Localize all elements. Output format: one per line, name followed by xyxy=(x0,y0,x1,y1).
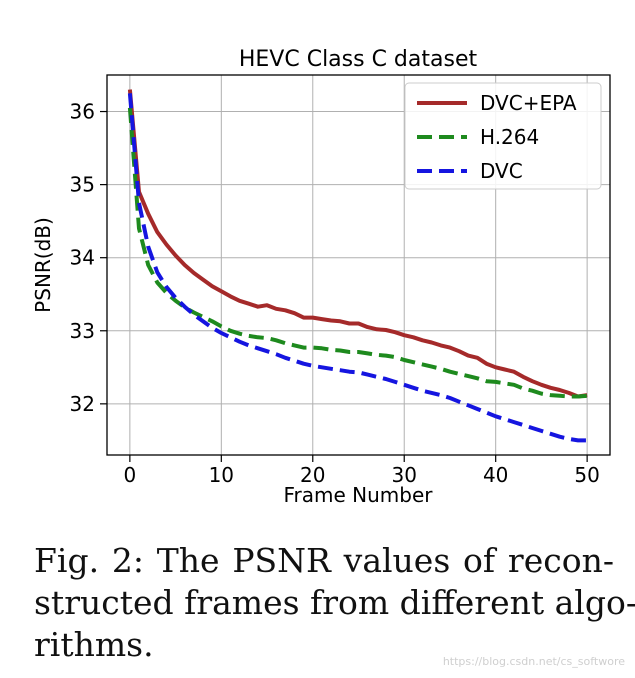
series-lines xyxy=(127,89,588,443)
x-axis-label: Frame Number xyxy=(283,483,433,507)
x-tick-label: 30 xyxy=(392,463,417,487)
watermark-url: https://blog.csdn.net/cs_softwore xyxy=(442,655,625,668)
y-tick-label: 35 xyxy=(70,173,95,197)
x-tick-label: 50 xyxy=(574,463,599,487)
legend-label-dvc: DVC xyxy=(480,159,523,183)
legend-label-h264: H.264 xyxy=(480,125,539,149)
plot-frame xyxy=(106,74,611,456)
legend-label-dvc-epa: DVC+EPA xyxy=(480,91,577,115)
chart-title: HEVC Class C dataset xyxy=(239,47,478,72)
legend-box xyxy=(404,82,602,190)
y-tick-label: 33 xyxy=(70,319,95,343)
caption-line-3: rithms. xyxy=(34,625,154,664)
figure-caption: Fig. 2: The PSNR values of recon- struct… xyxy=(34,540,635,666)
series-line-h264 xyxy=(127,107,588,399)
series-line-dvc xyxy=(127,93,588,443)
x-tick-label: 10 xyxy=(209,463,234,487)
axis-ticks: 0 10 20 30 40 50 32 33 34 35 36 xyxy=(70,100,600,487)
caption-line-1: Fig. 2: The PSNR values of recon- xyxy=(34,541,614,580)
y-tick-label: 32 xyxy=(70,392,95,416)
psnr-line-chart: HEVC Class C dataset 0 10 20 30 40 50 32 33 34 35… xyxy=(31,47,611,507)
x-tick-label: 40 xyxy=(483,463,508,487)
y-tick-label: 36 xyxy=(70,100,95,124)
legend: DVC+EPA H.264 DVC xyxy=(404,82,602,190)
y-tick-label: 34 xyxy=(70,246,95,270)
x-tick-label: 20 xyxy=(300,463,325,487)
y-axis-label: PSNR(dB) xyxy=(31,217,55,313)
x-tick-label: 0 xyxy=(123,463,136,487)
series-line-dvc-epa xyxy=(127,89,588,399)
caption-line-2: structed frames from different algo- xyxy=(34,583,635,622)
